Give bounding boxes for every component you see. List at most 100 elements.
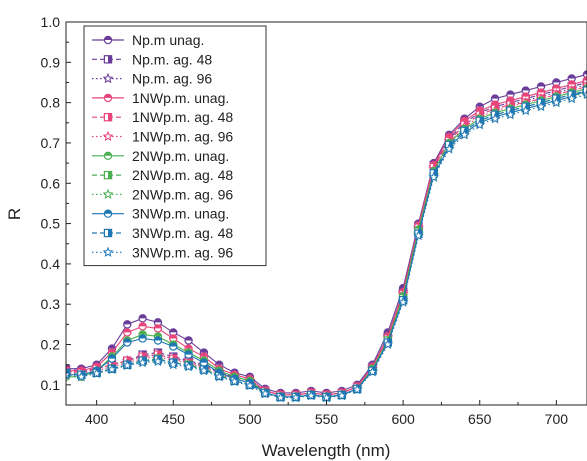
data-point	[259, 388, 271, 399]
data-point	[137, 356, 149, 368]
legend-label: 2NWp.m. ag. 48	[132, 167, 233, 183]
legend-marker	[102, 72, 114, 84]
data-point	[123, 328, 132, 337]
legend-marker	[103, 93, 113, 103]
data-point	[567, 74, 576, 83]
data-point	[121, 359, 133, 371]
legend-label: Np.m. ag. 48	[132, 51, 212, 67]
legend-label: Np.m. ag. 96	[132, 71, 212, 87]
y-tick-label: 0.9	[41, 54, 61, 70]
x-tick-label: 600	[391, 411, 415, 427]
data-point	[153, 324, 163, 333]
data-point	[428, 171, 440, 182]
data-point	[458, 129, 470, 140]
data-point	[367, 366, 378, 377]
data-point	[443, 143, 455, 154]
data-point	[213, 371, 225, 382]
legend-box	[83, 25, 267, 267]
legend-label: 2NWp.m. ag. 96	[132, 186, 233, 202]
data-point	[550, 96, 562, 108]
legend-marker	[103, 55, 113, 64]
legend-item: Np.m unag.	[92, 32, 204, 48]
data-point	[138, 314, 147, 323]
data-point	[582, 86, 587, 95]
x-tick-label: 400	[85, 411, 109, 427]
data-point	[305, 390, 317, 401]
y-tick-label: 0.1	[41, 377, 61, 393]
legend-item: 2NWp.m. unag.	[92, 148, 229, 164]
series-12	[66, 88, 587, 403]
y-tick-label: 0.6	[41, 175, 61, 191]
data-point	[275, 392, 286, 403]
data-point	[152, 355, 164, 367]
data-point	[198, 365, 210, 376]
series-layer	[66, 70, 587, 403]
x-tick-label: 650	[468, 411, 492, 427]
legend-marker	[102, 188, 114, 200]
series-line-2	[66, 81, 587, 396]
x-axis-label: Wavelength (nm)	[262, 441, 391, 460]
legend-label: 3NWp.m. unag.	[132, 206, 229, 222]
data-point	[153, 336, 163, 345]
y-tick-label: 0.7	[41, 135, 61, 151]
data-point	[169, 328, 178, 337]
y-axis-label: R	[5, 208, 24, 220]
legend-item: 3NWp.m. ag. 96	[92, 244, 233, 260]
legend-marker	[103, 170, 113, 180]
data-point	[184, 336, 193, 345]
legend: Np.m unag. Np.m. ag. 48 Np.m. ag. 96 1NWp.m…	[83, 25, 267, 267]
legend-label: 1NWp.m. ag. 48	[132, 109, 233, 125]
data-point	[382, 338, 394, 350]
data-point	[582, 70, 587, 79]
data-point	[321, 392, 332, 403]
legend-item: 3NWp.m. ag. 48	[92, 225, 233, 241]
y-tick-label: 0.3	[41, 296, 61, 312]
data-point	[75, 371, 87, 382]
legend-item: 1NWp.m. ag. 48	[92, 109, 233, 125]
data-point	[351, 383, 363, 395]
legend-item: 1NWp.m. ag. 96	[92, 129, 233, 145]
data-point	[535, 100, 547, 112]
data-point	[91, 367, 103, 379]
legend-marker	[103, 228, 113, 238]
data-point	[66, 369, 72, 380]
data-point	[153, 318, 163, 327]
x-tick-label: 550	[315, 411, 339, 427]
data-point	[536, 88, 546, 97]
legend-marker	[103, 209, 113, 218]
legend-item: Np.m. ag. 96	[92, 71, 212, 87]
data-point	[183, 360, 195, 372]
data-point	[138, 334, 147, 343]
data-point	[107, 354, 117, 363]
legend-label: 3NWp.m. ag. 96	[132, 244, 233, 260]
series-line-5	[66, 85, 587, 396]
y-tick-label: 0.2	[41, 337, 61, 353]
data-point	[567, 80, 576, 89]
data-point	[504, 109, 516, 120]
data-point	[474, 119, 486, 130]
legend-label: Np.m unag.	[132, 32, 204, 48]
data-point	[123, 320, 132, 329]
legend-label: 1NWp.m. ag. 96	[132, 129, 233, 145]
legend-item: Np.m. ag. 48	[92, 51, 212, 67]
data-point	[184, 350, 193, 359]
x-tick-label: 700	[545, 411, 569, 427]
data-point	[336, 390, 348, 401]
legend-item: 3NWp.m. unag.	[92, 206, 229, 222]
data-point	[413, 229, 424, 241]
data-point	[244, 379, 256, 391]
y-tick-label: 0.4	[41, 256, 61, 272]
legend-label: 2NWp.m. unag.	[132, 148, 229, 164]
data-point	[290, 392, 302, 403]
data-point	[167, 358, 179, 370]
data-point	[169, 342, 178, 351]
legend-marker	[103, 112, 113, 122]
data-point	[229, 375, 240, 387]
x-tick-label: 450	[162, 411, 186, 427]
legend-label: 1NWp.m. unag.	[132, 90, 229, 106]
data-point	[566, 92, 578, 104]
data-point	[582, 76, 587, 85]
data-point	[397, 296, 409, 307]
legend-marker	[102, 246, 114, 257]
y-tick-label: 0.5	[41, 216, 61, 232]
